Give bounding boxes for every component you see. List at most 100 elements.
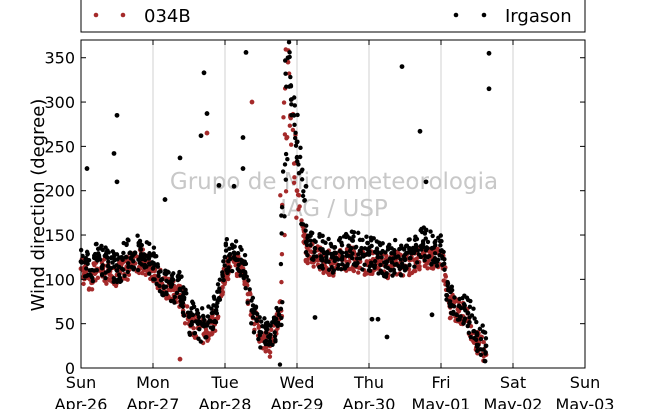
data-point-scatter	[121, 267, 126, 273]
data-point-scatter	[299, 169, 304, 174]
data-point-scatter	[278, 306, 284, 312]
data-point-scatter	[356, 230, 361, 236]
data-point-scatter	[192, 330, 198, 336]
data-point-scatter	[156, 273, 161, 279]
data-point-scatter	[245, 291, 251, 297]
data-point-scatter	[311, 257, 316, 262]
data-point-scatter	[385, 265, 390, 271]
data-point-scatter	[325, 249, 330, 255]
x-tick-label-day: Fri	[431, 373, 450, 392]
x-tick-label-date: May-02	[484, 395, 543, 409]
data-point-scatter	[85, 252, 90, 257]
data-point-scatter	[304, 242, 310, 248]
data-point-scatter	[332, 258, 337, 264]
data-point-scatter	[135, 233, 140, 238]
y-axis-label: Wind direction (degree)	[28, 99, 49, 312]
data-point-scatter	[217, 286, 222, 291]
data-point-scatter	[412, 248, 417, 253]
data-point-scatter	[184, 304, 190, 309]
data-point-scatter	[178, 302, 184, 308]
data-point-scatter	[326, 272, 332, 277]
data-point-scatter	[92, 254, 98, 260]
data-point-scatter	[215, 289, 220, 294]
data-point-scatter	[174, 290, 180, 296]
data-point-scatter	[286, 40, 292, 45]
data-point-scatter	[101, 257, 107, 262]
data-point-scatter	[451, 304, 457, 309]
data-point-scatter	[274, 316, 279, 322]
data-point-scatter	[89, 267, 95, 273]
data-point-scatter	[295, 192, 301, 198]
data-point-scatter	[79, 260, 84, 265]
data-point-scatter	[183, 287, 188, 293]
data-point-scatter	[398, 273, 404, 278]
data-point-outlier	[399, 64, 405, 69]
data-point-scatter	[211, 319, 217, 325]
data-point-scatter	[482, 330, 488, 335]
data-point-scatter	[352, 261, 358, 266]
data-point-scatter	[319, 263, 325, 268]
data-point-scatter	[221, 277, 226, 283]
data-point-scatter	[474, 333, 480, 338]
data-point	[348, 245, 354, 251]
data-point-scatter	[432, 259, 437, 265]
series-irgason	[78, 40, 489, 367]
data-point	[177, 287, 183, 293]
data-point-scatter	[269, 327, 274, 333]
data-point-scatter	[263, 338, 269, 344]
data-point-scatter	[399, 261, 405, 266]
data-point-outlier	[198, 133, 204, 139]
data-point-scatter	[143, 272, 148, 278]
data-point-scatter	[483, 358, 488, 364]
data-point-scatter	[106, 268, 111, 274]
data-point-scatter	[403, 264, 408, 269]
data-point-outlier	[177, 155, 183, 161]
data-point-scatter	[250, 303, 256, 308]
data-point-scatter	[147, 251, 152, 256]
data-point-scatter	[300, 193, 306, 199]
data-point-scatter	[423, 236, 428, 241]
data-point-outlier	[114, 179, 120, 185]
data-point	[123, 254, 129, 260]
data-point-scatter	[432, 256, 438, 261]
data-point-outlier	[384, 334, 390, 340]
data-point	[294, 188, 300, 194]
data-point-scatter	[305, 260, 310, 266]
data-point-scatter	[159, 290, 165, 295]
data-point-scatter	[407, 271, 412, 276]
data-point-scatter	[111, 254, 117, 259]
data-point-scatter	[412, 264, 417, 269]
data-point	[465, 310, 471, 316]
data-point-scatter	[303, 228, 308, 233]
data-point-scatter	[444, 292, 449, 298]
data-point-scatter	[292, 135, 298, 141]
data-point-scatter	[93, 241, 99, 247]
data-point-scatter	[122, 273, 127, 279]
data-point-scatter	[151, 261, 156, 266]
data-point-scatter	[469, 313, 475, 318]
data-point-scatter	[425, 266, 430, 271]
data-point-scatter	[280, 299, 285, 305]
data-point-scatter	[278, 193, 283, 198]
data-point-scatter	[272, 330, 277, 335]
data-point-scatter	[467, 320, 472, 325]
data-point-scatter	[187, 330, 192, 335]
data-point-scatter	[407, 246, 412, 252]
data-point-scatter	[230, 268, 235, 274]
x-tick-label-day: Wed	[280, 373, 315, 392]
data-point-scatter	[424, 261, 430, 266]
data-point-outlier	[243, 50, 249, 55]
data-point-scatter	[222, 263, 227, 268]
data-point-scatter	[147, 271, 152, 276]
data-point	[375, 254, 381, 260]
data-point-scatter	[277, 362, 283, 367]
data-point-scatter	[267, 350, 273, 355]
data-point-scatter	[279, 231, 284, 236]
data-point-scatter	[349, 229, 355, 234]
data-point-scatter	[285, 156, 290, 162]
data-point-scatter	[154, 254, 159, 259]
data-point-scatter	[426, 254, 432, 259]
data-point-scatter	[254, 318, 260, 323]
data-point-scatter	[323, 240, 328, 245]
data-point-scatter	[125, 261, 131, 266]
